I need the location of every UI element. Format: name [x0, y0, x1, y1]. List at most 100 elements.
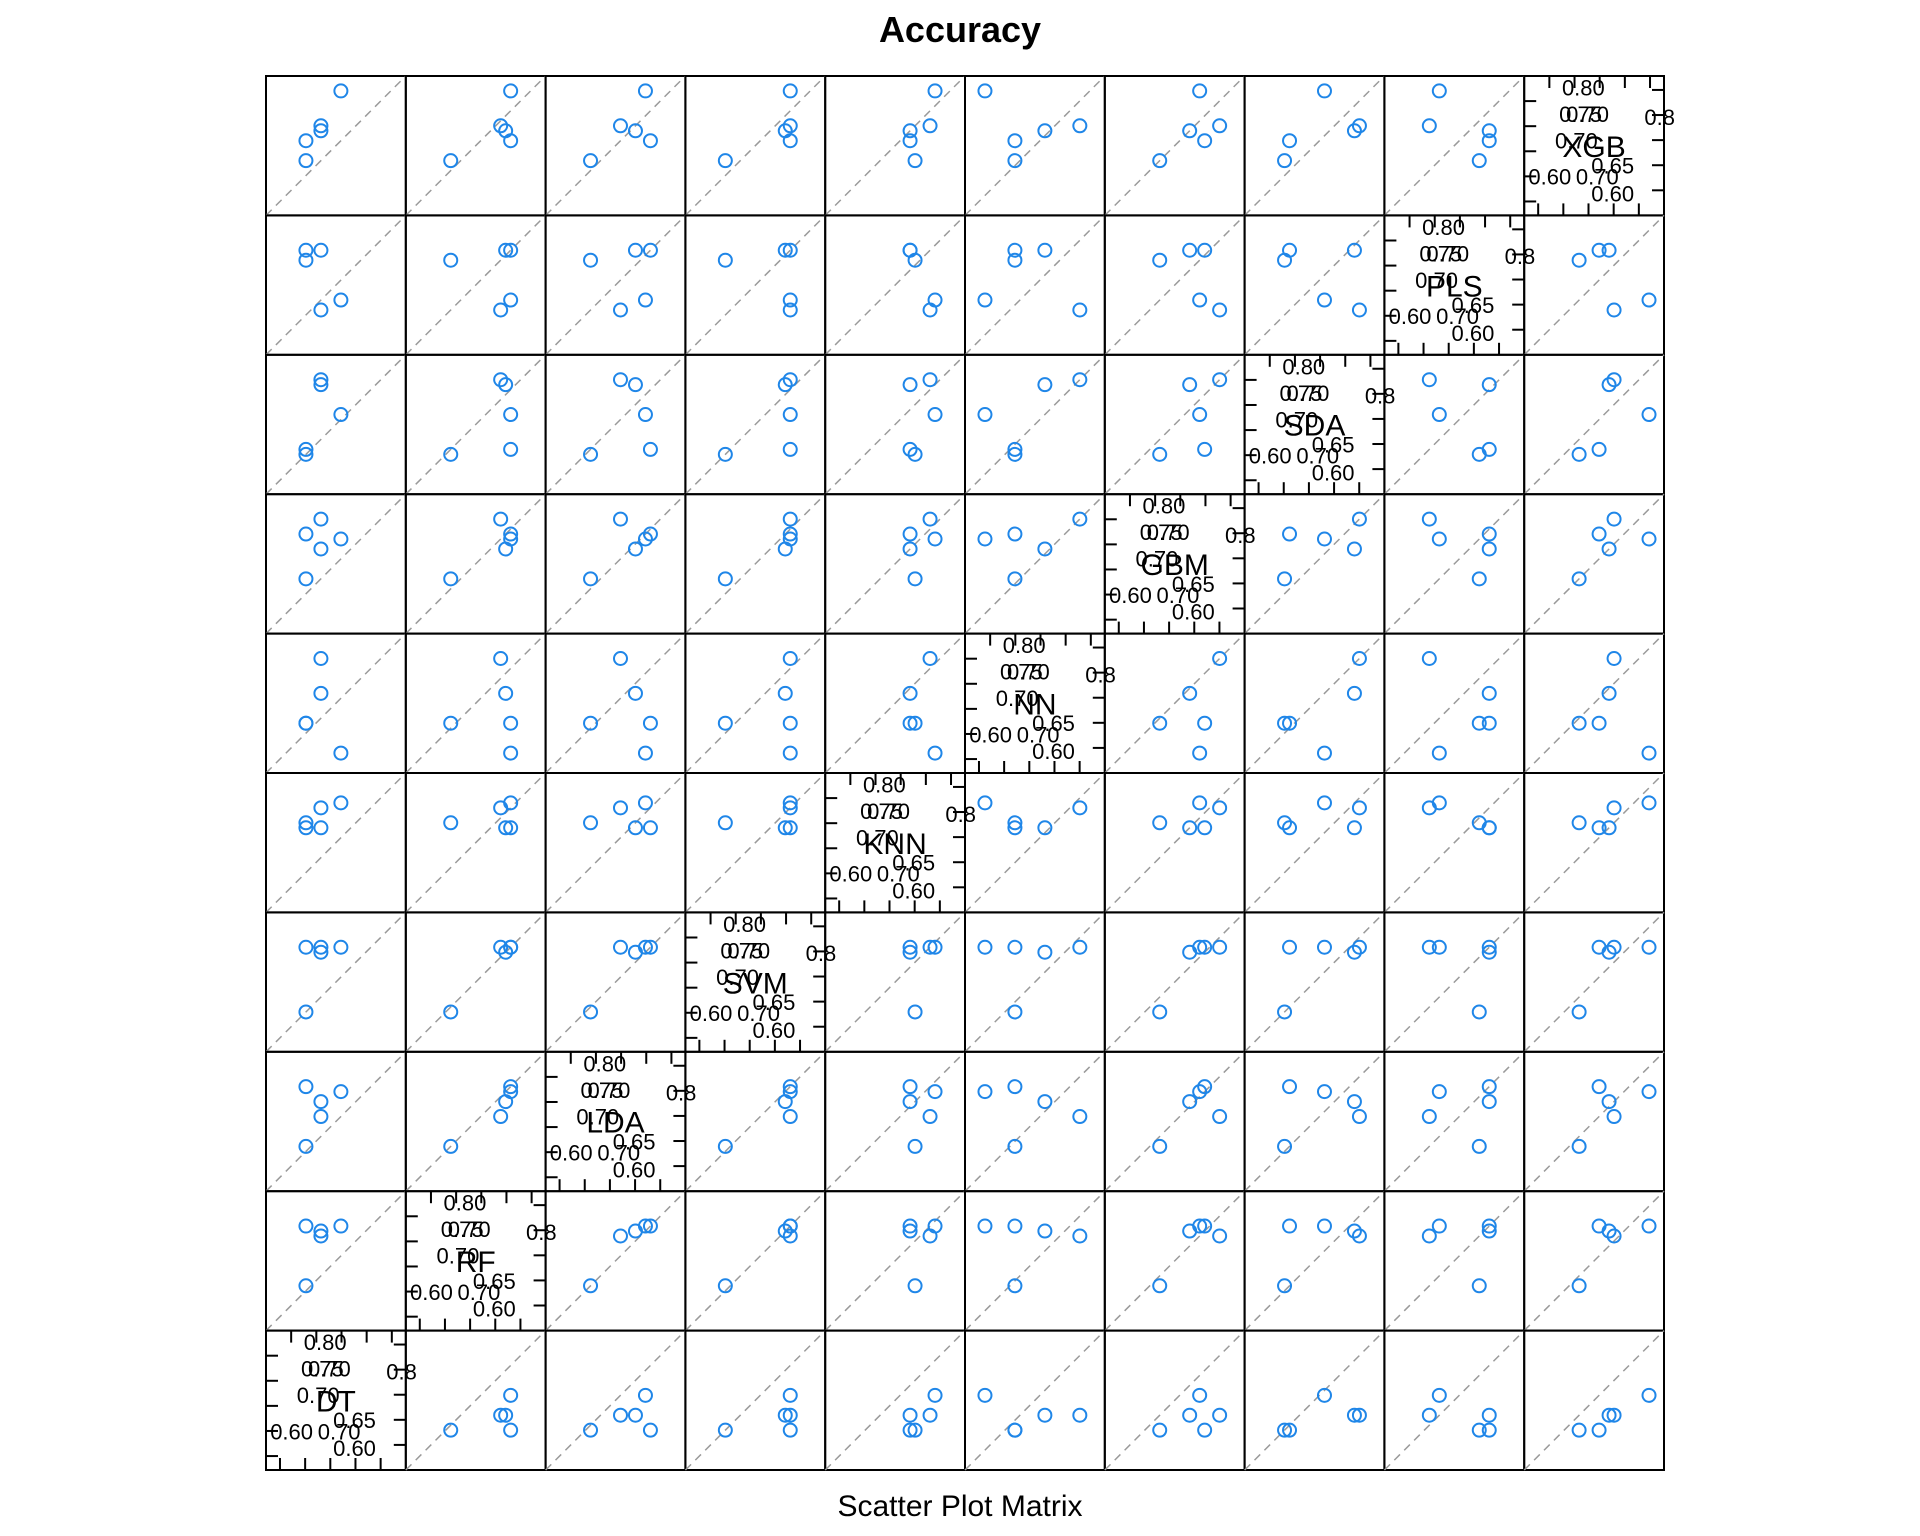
data-point: [637, 292, 653, 308]
panel-4-7: [1243, 632, 1386, 774]
data-point: [977, 83, 993, 99]
data-point: [612, 1228, 628, 1244]
tick-label: 0.80: [863, 773, 906, 798]
data-point: [1571, 1422, 1587, 1438]
data-point: [1351, 511, 1367, 527]
data-point: [782, 302, 798, 318]
data-point: [1072, 1407, 1088, 1423]
data-point: [503, 1079, 519, 1095]
tick-label: 0.65: [1032, 711, 1075, 736]
reference-line: [265, 633, 407, 774]
data-point: [1641, 407, 1657, 423]
data-point: [503, 83, 519, 99]
tick-label: 0.70: [318, 1419, 361, 1444]
data-point: [1316, 292, 1332, 308]
panel-5-7: [1243, 772, 1386, 914]
data-point: [782, 133, 798, 149]
reference-line: [545, 354, 686, 495]
data-point: [1606, 1407, 1622, 1423]
variable-name: KNN: [863, 828, 926, 861]
data-point: [927, 292, 943, 308]
variable-name: PLS: [1426, 270, 1483, 303]
data-point: [1601, 1407, 1617, 1423]
tick-label: 0.60: [1109, 583, 1152, 608]
data-point: [1571, 571, 1587, 587]
panel-2-5: [964, 353, 1106, 496]
tick-label: 0.70: [996, 686, 1039, 711]
panel-1-7: [1243, 214, 1386, 356]
data-point: [493, 511, 509, 527]
data-point: [583, 252, 599, 268]
data-point: [298, 1278, 314, 1294]
data-point: [298, 939, 314, 955]
data-point: [1037, 1407, 1053, 1423]
panel-3-8: [1383, 493, 1526, 635]
data-point: [977, 531, 993, 547]
data-point: [313, 118, 329, 134]
panel-9-9: [1523, 1329, 1665, 1471]
panel-3-1: [404, 493, 547, 635]
data-point: [1346, 1223, 1362, 1239]
reference-line: [265, 493, 407, 635]
reference-line: [964, 911, 1106, 1053]
data-point: [717, 571, 733, 587]
data-point: [1571, 1004, 1587, 1020]
data-point: [498, 685, 514, 701]
data-point: [333, 939, 349, 955]
data-point: [333, 1218, 349, 1234]
data-point: [1431, 531, 1447, 547]
data-point: [1481, 133, 1497, 149]
panel-8-8: [1383, 1190, 1526, 1332]
panel-1-1: [404, 214, 547, 356]
data-point: [1316, 1387, 1332, 1403]
data-point: [902, 377, 918, 393]
reference-line: [964, 1190, 1106, 1332]
data-point: [777, 685, 793, 701]
data-point: [1007, 133, 1023, 149]
reference-line: [1523, 1051, 1665, 1192]
data-point: [902, 1223, 918, 1239]
tick-label: 0.75: [860, 799, 903, 824]
data-point: [782, 1228, 798, 1244]
data-point: [443, 1422, 459, 1438]
data-point: [1007, 815, 1023, 831]
tick-label: 0.70: [1415, 268, 1458, 293]
panel-2-1: [404, 353, 547, 496]
data-point: [717, 446, 733, 462]
data-point: [1351, 800, 1367, 816]
variable-name: GBM: [1141, 549, 1209, 582]
data-point: [498, 377, 514, 393]
data-point: [1182, 377, 1198, 393]
data-point: [503, 407, 519, 423]
tick-label: 0.70: [1555, 128, 1598, 153]
data-point: [333, 1084, 349, 1100]
variable-name: SVM: [723, 967, 788, 1000]
data-point: [1481, 820, 1497, 836]
data-point: [927, 939, 943, 955]
data-point: [1277, 1278, 1293, 1294]
data-point: [1481, 526, 1497, 542]
panel-2-3: [684, 353, 827, 496]
data-point: [782, 83, 798, 99]
data-point: [777, 242, 793, 258]
panel-2-9: [1523, 353, 1665, 496]
panel-6-8: [1383, 911, 1526, 1053]
panel-9-8: [1383, 1329, 1526, 1471]
reference-line: [824, 1190, 966, 1332]
data-point: [642, 441, 658, 457]
data-point: [1007, 820, 1023, 836]
data-point: [627, 820, 643, 836]
data-point: [503, 715, 519, 731]
data-point: [627, 242, 643, 258]
data-point: [1197, 939, 1213, 955]
data-point: [642, 1422, 658, 1438]
data-point: [313, 372, 329, 388]
panel-1-9: [1523, 214, 1665, 356]
data-point: [1007, 1218, 1023, 1234]
data-point: [1606, 1109, 1622, 1125]
data-point: [1072, 1228, 1088, 1244]
data-point: [1197, 1079, 1213, 1095]
